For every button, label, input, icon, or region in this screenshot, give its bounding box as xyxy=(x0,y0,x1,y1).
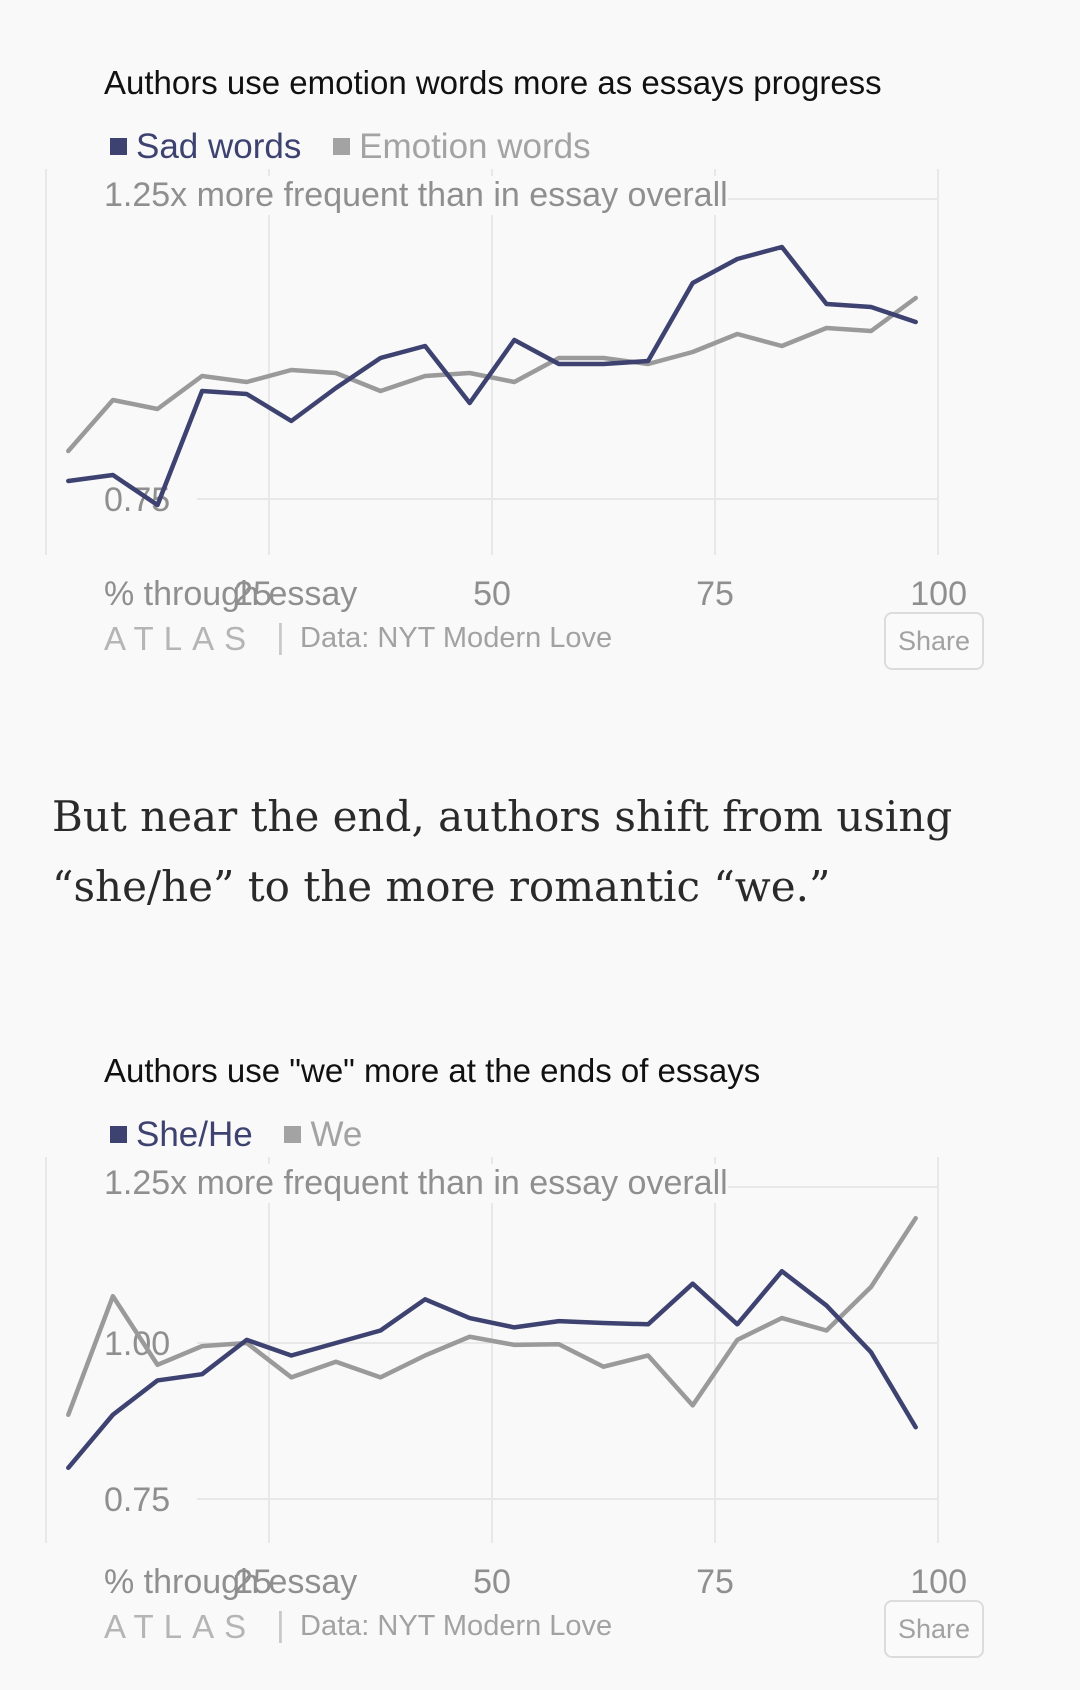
x-axis-label: % through essay xyxy=(104,575,357,613)
share-button[interactable]: Share xyxy=(884,1600,984,1658)
x-tick-label: 50 xyxy=(473,1563,511,1601)
legend-swatch-dark xyxy=(110,138,127,155)
series-line-primary xyxy=(66,1268,918,1471)
legend-item-sad-words[interactable]: Sad words xyxy=(110,127,301,167)
legend-swatch-dark xyxy=(110,1126,127,1143)
legend: She/He We xyxy=(110,1112,384,1155)
legend-label: She/He xyxy=(136,1114,253,1154)
chart-1: Authors use emotion words more as essays… xyxy=(0,0,1080,700)
legend-item-emotion-words[interactable]: Emotion words xyxy=(333,126,591,167)
atlas-logo: ATLAS xyxy=(104,1608,257,1645)
legend: Sad words Emotion words xyxy=(110,124,613,167)
x-tick-label: 50 xyxy=(473,575,511,613)
series-line-primary xyxy=(66,244,918,508)
series-line-secondary xyxy=(66,295,918,454)
chart-title: Authors use emotion words more as essays… xyxy=(104,64,882,101)
x-tick-label: 25 xyxy=(234,1563,272,1601)
chart-footer: ATLAS | Data: NYT Modern Love Share xyxy=(104,612,984,672)
chart-2: Authors use "we" more at the ends of ess… xyxy=(0,988,1080,1688)
x-tick-label: 75 xyxy=(696,1563,734,1601)
share-button[interactable]: Share xyxy=(884,612,984,670)
y-axis-label: 1.25x more frequent than in essay overal… xyxy=(104,176,728,215)
legend-label: Sad words xyxy=(136,126,302,166)
legend-label: Emotion words xyxy=(359,126,591,166)
data-source: Data: NYT Modern Love xyxy=(300,622,613,654)
legend-item-she-he[interactable]: She/He xyxy=(110,1115,253,1155)
chart-title: Authors use "we" more at the ends of ess… xyxy=(104,1052,761,1089)
footer-divider: | xyxy=(276,618,285,656)
y-axis-label: 1.25x more frequent than in essay overal… xyxy=(104,1164,728,1203)
legend-swatch-light xyxy=(333,138,351,155)
legend-item-we[interactable]: We xyxy=(284,1115,362,1155)
chart-footer: ATLAS | Data: NYT Modern Love Share xyxy=(104,1600,984,1660)
x-tick-label: 75 xyxy=(696,575,734,613)
x-axis-label: % through essay xyxy=(104,1563,357,1601)
y-tick-label: 0.75 xyxy=(104,1481,170,1519)
x-tick-label: 25 xyxy=(234,575,272,613)
legend-swatch-light xyxy=(284,1126,302,1143)
x-tick-label: 100 xyxy=(910,575,967,613)
legend-label: We xyxy=(310,1114,363,1154)
x-tick-label: 100 xyxy=(910,1563,967,1601)
footer-divider: | xyxy=(276,1606,285,1644)
body-paragraph: But near the end, authors shift from usi… xyxy=(52,792,953,911)
atlas-logo: ATLAS xyxy=(104,620,257,657)
data-source: Data: NYT Modern Love xyxy=(300,1610,613,1642)
series-line-secondary xyxy=(66,1215,918,1418)
